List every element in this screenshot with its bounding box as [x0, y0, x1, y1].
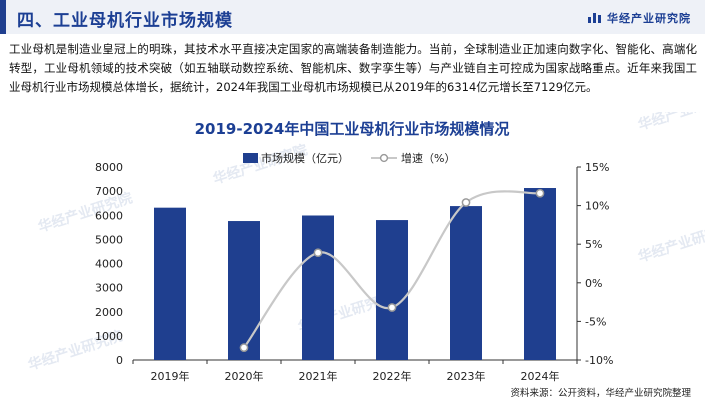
chart-title: 2019-2024年中国工业母机行业市场规模情况 [195, 120, 510, 138]
left-tick-label: 1000 [95, 330, 123, 343]
line-point [535, 188, 545, 198]
bar [524, 188, 556, 360]
line-point [387, 303, 397, 312]
bar [376, 220, 408, 360]
x-tick-label: 2020年 [225, 369, 264, 383]
header-accent-bar [0, 0, 6, 34]
right-tick-label: 10% [585, 200, 609, 213]
bar-logo-icon [588, 13, 601, 23]
x-tick-label: 2022年 [373, 369, 412, 383]
line-series [239, 188, 545, 352]
source-note: 资料来源：公开资料，华经产业研究院整理 [510, 388, 691, 399]
section-header: 四、工业母机行业市场规模 华经产业研究院 [0, 0, 705, 34]
right-tick-label: -10% [585, 354, 613, 367]
legend-bar-label: 市场规模（亿元） [261, 151, 349, 165]
x-tick-label: 2021年 [299, 369, 338, 383]
bar-series [154, 188, 556, 360]
right-tick-label: 15% [585, 161, 609, 174]
brand-name: 华经产业研究院 [607, 12, 691, 25]
left-tick-label: 2000 [95, 306, 123, 319]
right-tick-label: 5% [585, 238, 602, 251]
watermark-text: 华经产业研究院 [636, 219, 705, 265]
left-tick-label: 5000 [95, 233, 123, 246]
section-title: 四、工业母机行业市场规模 [17, 11, 233, 31]
left-tick-label: 7000 [95, 185, 123, 198]
market-size-chart: 华经产业研究院华经产业研究院华经产业研究院华经产业研究院华经产业研究院华经产业研… [26, 112, 705, 383]
watermark-layer: 华经产业研究院华经产业研究院华经产业研究院华经产业研究院华经产业研究院华经产业研… [26, 112, 705, 374]
bar [228, 221, 260, 360]
left-tick-label: 3000 [95, 282, 123, 295]
legend-line-marker [379, 153, 389, 163]
line-point [239, 343, 249, 352]
left-tick-label: 0 [116, 354, 123, 367]
bar [154, 207, 186, 360]
intro-paragraph: 工业母机是制造业皇冠上的明珠，其技术水平直接决定国家的高端装备制造能力。当前，全… [9, 42, 697, 94]
x-tick-label: 2023年 [447, 369, 486, 383]
line-point [313, 248, 323, 258]
right-tick-label: 0% [585, 277, 602, 290]
bar [450, 206, 482, 360]
brand: 华经产业研究院 [588, 10, 691, 26]
x-tick-label: 2024年 [521, 369, 560, 383]
right-tick-label: -5% [585, 315, 606, 328]
legend-bar-swatch [243, 153, 258, 163]
chart-legend: 市场规模（亿元） 增速（%） [243, 151, 455, 165]
legend-line-label: 增速（%） [401, 151, 455, 165]
x-tick-label: 2019年 [151, 369, 190, 383]
left-tick-label: 8000 [95, 161, 123, 174]
watermark-text: 华经产业研究院 [636, 112, 705, 134]
chart-axes: 0 1000 2000 3000 4000 5000 6000 7000 8000 -10% -5%… [95, 161, 613, 383]
left-tick-label: 6000 [95, 209, 123, 222]
bar [302, 215, 334, 360]
left-tick-label: 4000 [95, 258, 123, 271]
line-point [461, 198, 471, 207]
